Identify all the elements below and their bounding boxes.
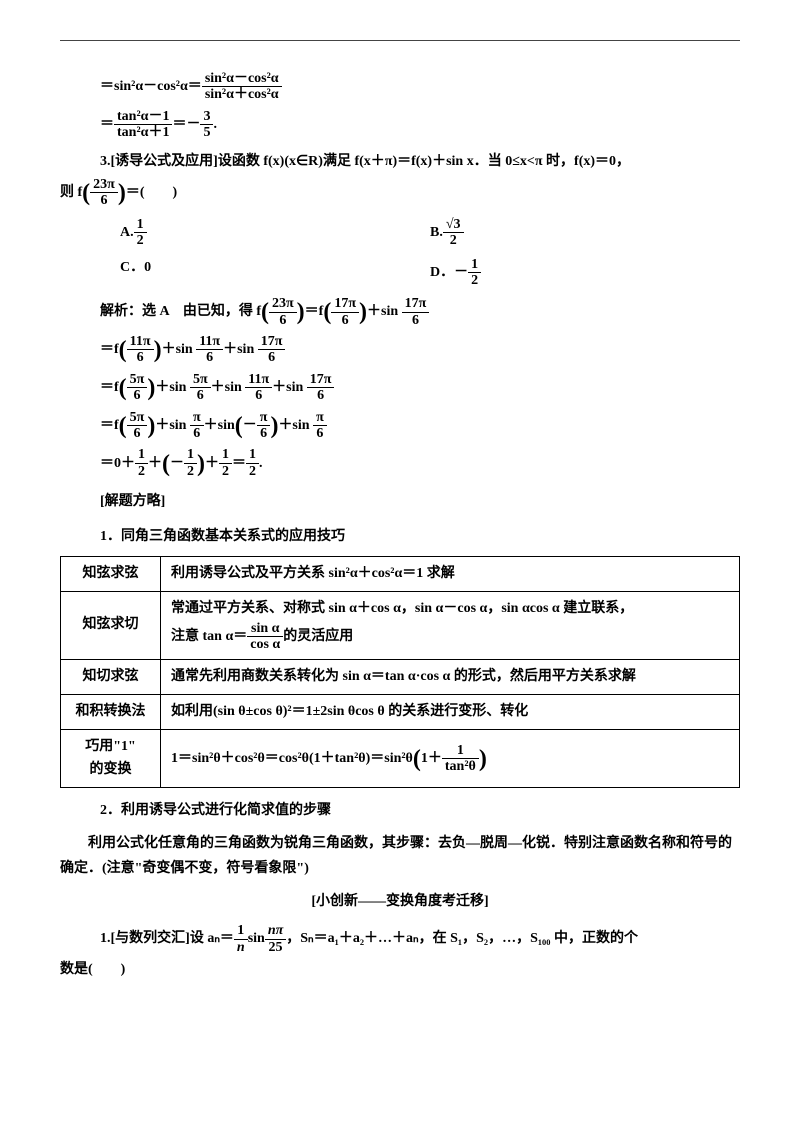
solution-line-4: ＝f(5π6)＋sin π6＋sin(－π6)＋sin π6 <box>100 410 740 442</box>
table-cell-r4c1: 和积转换法 <box>61 694 161 729</box>
option-d: D．－12 <box>430 257 740 289</box>
section-2-title: 2．利用诱导公式进行化简求值的步骤 <box>100 800 740 822</box>
techniques-table: 知弦求弦 利用诱导公式及平方关系 sin²α＋cos²α＝1 求解 知弦求切 常… <box>60 556 740 788</box>
innovation-heading: [小创新——变换角度考迁移] <box>60 891 740 913</box>
equation-1: ＝sin²α－cos²α＝sin²α－cos²αsin²α＋cos²α <box>100 71 740 103</box>
solution-line-1: 解析：选 A 由已知，得 f(23π6)＝f(17π6)＋sin 17π6 <box>100 296 740 328</box>
table-row: 知弦求弦 利用诱导公式及平方关系 sin²α＋cos²α＝1 求解 <box>61 556 740 591</box>
table-cell-r2c1: 知弦求切 <box>61 592 161 659</box>
equation-2: ＝tan²α－1tan²α＋1＝－35. <box>100 109 740 141</box>
section-1-title: 1．同角三角函数基本关系式的应用技巧 <box>100 526 740 548</box>
table-row: 和积转换法 如利用(sin θ±cos θ)²＝1±2sin θcos θ 的关… <box>61 694 740 729</box>
option-c: C．0 <box>120 257 430 289</box>
option-a: A.12 <box>120 217 430 249</box>
eq1-prefix: ＝sin²α－cos²α＝ <box>100 79 202 94</box>
options-row-2: C．0 D．－12 <box>120 257 740 289</box>
options-row-1: A.12 B.√32 <box>120 217 740 249</box>
table-cell-r5c2: 1＝sin²θ＋cos²θ＝cos²θ(1＋tan²θ)＝sin²θ(1＋1ta… <box>161 730 740 788</box>
table-row: 知切求弦 通常先利用商数关系转化为 sin α＝tan α·cos α 的形式，… <box>61 659 740 694</box>
problem-1b: 1.[与数列交汇]设 aₙ＝1nsinnπ25，Sₙ＝a₁＋a₂＋…＋aₙ，在 … <box>100 923 740 955</box>
table-cell-r1c1: 知弦求弦 <box>61 556 161 591</box>
table-cell-r3c1: 知切求弦 <box>61 659 161 694</box>
problem-1b-label: 1.[与数列交汇] <box>100 931 190 946</box>
problem-1b-cont: 数是( ) <box>60 959 740 981</box>
section-2-body: 利用公式化任意角的三角函数为锐角三角函数，其步骤：去负—脱周—化锐．特别注意函数… <box>60 831 740 881</box>
strategy-heading: [解题方略] <box>100 491 740 513</box>
table-row: 知弦求切 常通过平方关系、对称式 sin α＋cos α，sin α－cos α… <box>61 592 740 659</box>
solution-line-3: ＝f(5π6)＋sin 5π6＋sin 11π6＋sin 17π6 <box>100 372 740 404</box>
table-row: 巧用"1" 的变换 1＝sin²θ＋cos²θ＝cos²θ(1＋tan²θ)＝s… <box>61 730 740 788</box>
table-cell-r1c2: 利用诱导公式及平方关系 sin²α＋cos²α＝1 求解 <box>161 556 740 591</box>
problem-3-cont: 则 f(23π6)＝( ) <box>60 177 740 209</box>
page-top-rule <box>60 40 740 41</box>
table-cell-r3c2: 通常先利用商数关系转化为 sin α＝tan α·cos α 的形式，然后用平方… <box>161 659 740 694</box>
table-cell-r4c2: 如利用(sin θ±cos θ)²＝1±2sin θcos θ 的关系进行变形、… <box>161 694 740 729</box>
option-b: B.√32 <box>430 217 740 249</box>
problem-3-label: 3.[诱导公式及应用] <box>100 154 218 169</box>
problem-3-text1: 设函数 f(x)(x∈R)满足 f(x＋π)＝f(x)＋sin x．当 0≤x<… <box>218 154 630 169</box>
solution-line-2: ＝f(11π6)＋sin 11π6＋sin 17π6 <box>100 334 740 366</box>
table-cell-r5c1: 巧用"1" 的变换 <box>61 730 161 788</box>
problem-3: 3.[诱导公式及应用]设函数 f(x)(x∈R)满足 f(x＋π)＝f(x)＋s… <box>100 151 740 173</box>
table-cell-r2c2: 常通过平方关系、对称式 sin α＋cos α，sin α－cos α，sin … <box>161 592 740 659</box>
solution-line-5: ＝0＋12＋(－12)＋12＝12. <box>100 447 740 479</box>
